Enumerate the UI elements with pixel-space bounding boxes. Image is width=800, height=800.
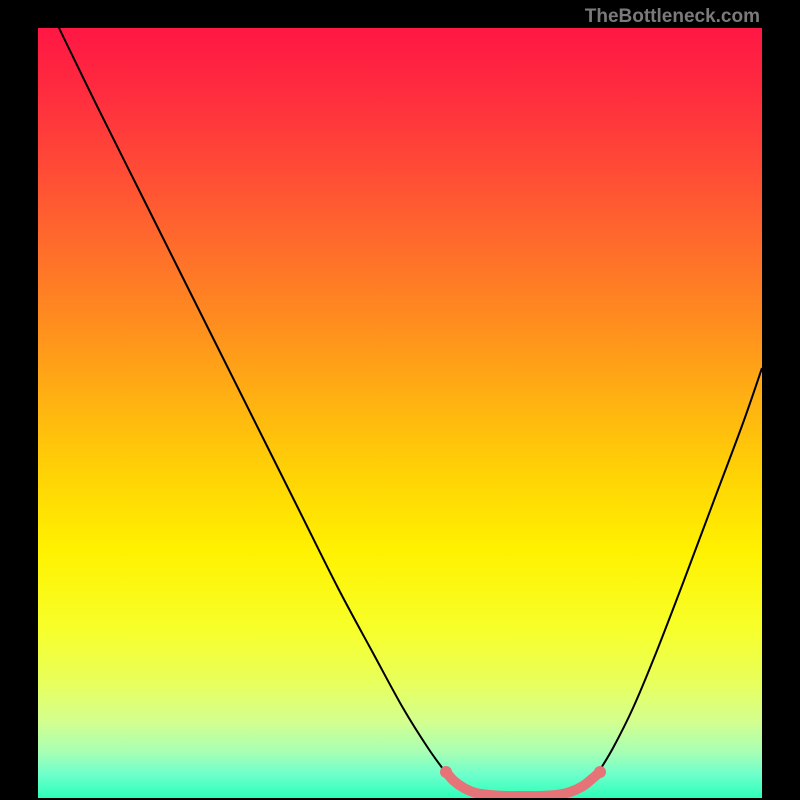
bottleneck-chart bbox=[38, 28, 762, 798]
gradient-background bbox=[38, 28, 762, 798]
watermark-text: TheBottleneck.com bbox=[585, 6, 760, 28]
chart-svg bbox=[38, 28, 762, 798]
